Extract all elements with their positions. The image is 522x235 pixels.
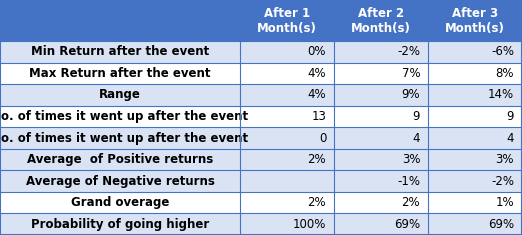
Text: 8%: 8% <box>496 67 514 80</box>
Text: 3%: 3% <box>496 153 514 166</box>
Bar <box>334 41 428 63</box>
Text: Average  of Positive returns: Average of Positive returns <box>27 153 213 166</box>
Text: 0%: 0% <box>308 45 326 58</box>
Bar <box>428 0 522 41</box>
Text: -2%: -2% <box>397 45 420 58</box>
Text: Probability of going higher: Probability of going higher <box>31 218 209 231</box>
Bar <box>428 170 522 192</box>
Text: -1%: -1% <box>397 175 420 188</box>
Text: After 2
Month(s): After 2 Month(s) <box>351 7 411 35</box>
Bar <box>240 63 334 84</box>
Bar <box>334 127 428 149</box>
Bar <box>240 192 334 213</box>
Bar <box>240 84 334 106</box>
Bar <box>428 192 522 213</box>
Text: Range: Range <box>99 89 141 102</box>
Bar <box>428 213 522 235</box>
Text: Max Return after the event: Max Return after the event <box>29 67 211 80</box>
Text: 9%: 9% <box>401 89 420 102</box>
Bar <box>240 213 334 235</box>
Bar <box>240 170 334 192</box>
Text: After 3
Month(s): After 3 Month(s) <box>445 7 505 35</box>
Text: 13: 13 <box>312 110 326 123</box>
Bar <box>0 213 240 235</box>
Text: 3%: 3% <box>402 153 420 166</box>
Text: 2%: 2% <box>401 196 420 209</box>
Bar <box>240 127 334 149</box>
Text: 2%: 2% <box>307 153 326 166</box>
Text: 69%: 69% <box>488 218 514 231</box>
Bar <box>334 213 428 235</box>
Text: 0: 0 <box>319 132 326 145</box>
Bar <box>428 106 522 127</box>
Text: 4%: 4% <box>307 89 326 102</box>
Bar <box>0 63 240 84</box>
Text: 4: 4 <box>507 132 514 145</box>
Bar <box>240 106 334 127</box>
Bar <box>240 0 334 41</box>
Bar <box>428 127 522 149</box>
Text: 4: 4 <box>413 132 420 145</box>
Bar <box>0 127 240 149</box>
Bar <box>334 0 428 41</box>
Bar <box>0 149 240 170</box>
Bar <box>240 41 334 63</box>
Text: 9: 9 <box>413 110 420 123</box>
Text: 4%: 4% <box>307 67 326 80</box>
Text: 7%: 7% <box>401 67 420 80</box>
Text: 14%: 14% <box>488 89 514 102</box>
Bar <box>334 63 428 84</box>
Text: 100%: 100% <box>293 218 326 231</box>
Text: 2%: 2% <box>307 196 326 209</box>
Text: -2%: -2% <box>491 175 514 188</box>
Text: No. of times it went up after the event: No. of times it went up after the event <box>0 110 248 123</box>
Text: Grand overage: Grand overage <box>71 196 169 209</box>
Bar <box>334 170 428 192</box>
Bar <box>0 41 240 63</box>
Text: Average of Negative returns: Average of Negative returns <box>26 175 215 188</box>
Bar <box>334 149 428 170</box>
Bar <box>428 149 522 170</box>
Text: 1%: 1% <box>495 196 514 209</box>
Bar <box>0 192 240 213</box>
Text: 69%: 69% <box>394 218 420 231</box>
Bar <box>334 106 428 127</box>
Text: Min Return after the event: Min Return after the event <box>31 45 209 58</box>
Text: -6%: -6% <box>491 45 514 58</box>
Bar <box>428 84 522 106</box>
Bar <box>0 170 240 192</box>
Bar <box>428 63 522 84</box>
Bar <box>334 192 428 213</box>
Bar <box>240 149 334 170</box>
Text: No. of times it went up after the event: No. of times it went up after the event <box>0 132 248 145</box>
Text: 9: 9 <box>507 110 514 123</box>
Text: After 1
Month(s): After 1 Month(s) <box>257 7 317 35</box>
Bar <box>334 84 428 106</box>
Bar <box>0 106 240 127</box>
Bar <box>0 84 240 106</box>
Bar <box>428 41 522 63</box>
Bar <box>0 0 240 41</box>
